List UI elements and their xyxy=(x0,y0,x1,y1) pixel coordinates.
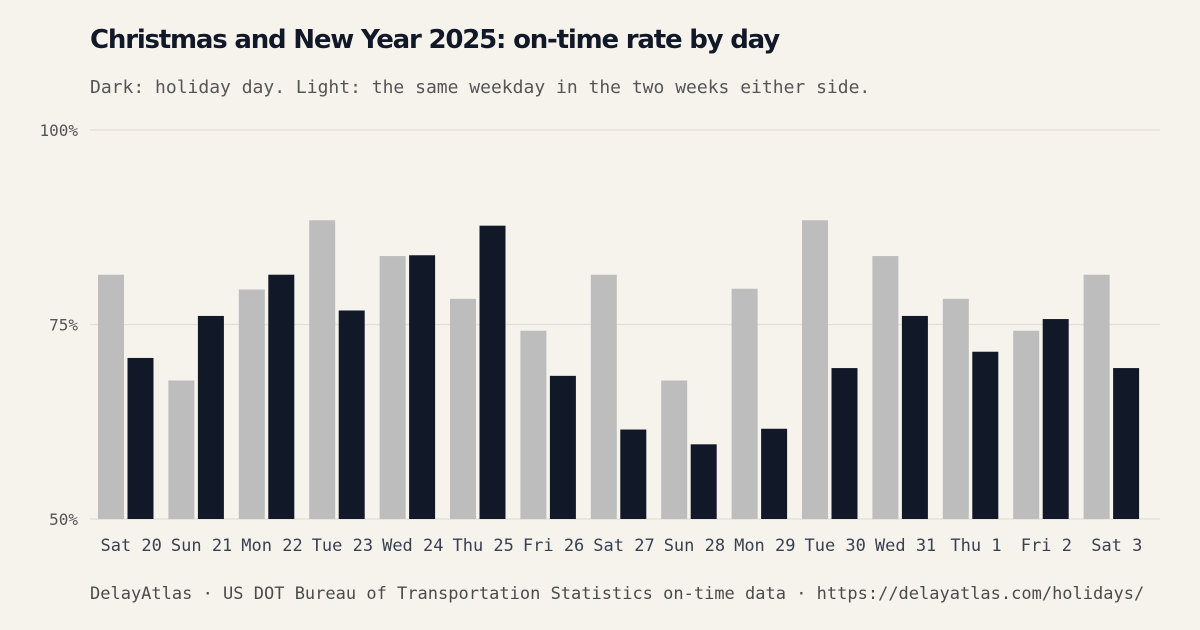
bar-holiday xyxy=(479,225,506,519)
x-tick-label: Sat 3 xyxy=(1091,536,1142,556)
chart-title: Christmas and New Year 2025: on-time rat… xyxy=(90,25,780,55)
bar-holiday xyxy=(690,444,717,519)
bar-holiday xyxy=(197,315,224,519)
x-tick-label: Sat 20 xyxy=(100,536,161,556)
bar-holiday xyxy=(901,315,928,519)
footer-source: DelayAtlas · US DOT Bureau of Transporta… xyxy=(90,584,1145,604)
bar-holiday xyxy=(338,310,365,519)
x-tick-label: Tue 23 xyxy=(312,536,373,556)
bar-baseline xyxy=(309,220,336,520)
bar-baseline xyxy=(731,288,758,519)
y-tick-label: 100% xyxy=(39,121,78,140)
bar-baseline xyxy=(1013,330,1040,519)
bar-baseline xyxy=(1083,274,1110,519)
x-tick-label: Mon 29 xyxy=(734,536,795,556)
bar-baseline xyxy=(520,330,547,519)
y-tick-label: 75% xyxy=(49,316,78,335)
bar-baseline xyxy=(238,289,265,519)
bar-baseline xyxy=(379,256,406,519)
bar-baseline xyxy=(168,380,195,519)
x-tick-label: Mon 22 xyxy=(241,536,302,556)
bar-holiday xyxy=(761,428,788,519)
bar-baseline xyxy=(450,298,476,519)
bar-holiday xyxy=(620,429,647,519)
bar-baseline xyxy=(872,256,899,519)
bar-baseline xyxy=(98,274,124,519)
bar-baseline xyxy=(942,298,969,519)
bar-baseline xyxy=(661,380,688,519)
bar-holiday xyxy=(127,357,154,519)
bar-baseline xyxy=(802,220,828,520)
x-tick-label: Fri 2 xyxy=(1021,536,1072,556)
x-tick-label: Thu 1 xyxy=(950,536,1001,556)
bars xyxy=(98,220,1140,520)
bar-holiday xyxy=(268,274,295,519)
bar-holiday xyxy=(409,255,436,519)
x-tick-label: Fri 26 xyxy=(523,536,584,556)
bar-holiday xyxy=(1042,319,1069,519)
x-tick-label: Wed 31 xyxy=(875,536,936,556)
chart-subtitle: Dark: holiday day. Light: the same weekd… xyxy=(90,77,871,98)
x-tick-label: Sat 27 xyxy=(593,536,654,556)
bar-baseline xyxy=(590,274,617,519)
x-tick-label: Thu 25 xyxy=(452,536,513,556)
bar-holiday xyxy=(831,368,858,519)
bar-holiday xyxy=(972,351,999,519)
bar-holiday xyxy=(1113,368,1140,519)
x-tick-label: Wed 24 xyxy=(382,536,443,556)
y-tick-label: 50% xyxy=(49,510,78,529)
x-tick-label: Tue 30 xyxy=(804,536,865,556)
x-tick-label: Sun 28 xyxy=(664,536,725,556)
x-tick-label: Sun 21 xyxy=(171,536,232,556)
bar-holiday xyxy=(549,375,576,519)
axes: 50% 75% 100% Sat 20 Sun 21 Mon 22 Tue 23 Wed 24… xyxy=(39,121,1142,556)
